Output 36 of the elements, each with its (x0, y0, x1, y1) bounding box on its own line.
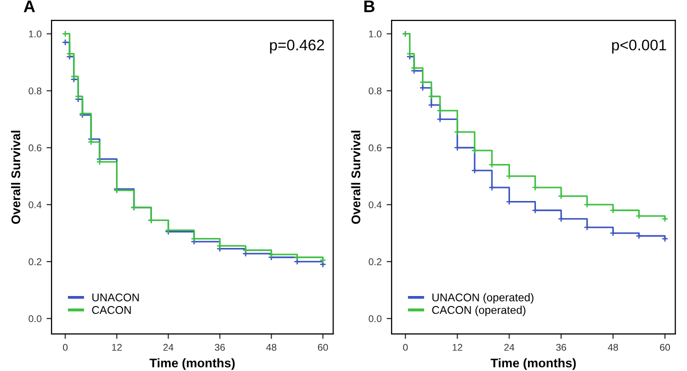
y-axis-title: Overall Survival (351, 130, 360, 224)
y-tick-label: 0.0 (368, 315, 382, 322)
legend-label: CACON (operated) (432, 306, 526, 316)
x-tick-label: 12 (452, 344, 462, 351)
y-tick-label: 1.0 (29, 30, 42, 38)
annotation: p<0.001 (612, 40, 666, 54)
legend-label: UNACON (operated) (432, 293, 534, 304)
x-tick-label: 24 (163, 344, 174, 351)
x-tick-label: 36 (556, 344, 566, 351)
x-tick-label: 48 (608, 344, 618, 351)
x-tick-label: 0 (62, 344, 68, 351)
y-tick-label: 0.2 (368, 258, 382, 266)
annotation: p=0.462 (270, 40, 324, 54)
y-tick-label: 0.2 (28, 258, 42, 266)
y-tick-label: 0.0 (28, 315, 42, 322)
x-tick-label: 12 (112, 344, 122, 351)
y-tick-label: 0.8 (368, 87, 382, 94)
y-tick-label: 0.8 (28, 87, 42, 94)
x-tick-label: 36 (214, 344, 225, 351)
x-tick-label: 24 (504, 344, 514, 351)
x-axis-title: Time (months) (490, 358, 576, 370)
y-axis-title: Overall Survival (11, 130, 20, 224)
y-tick-label: 1.0 (369, 30, 382, 38)
chart-title: B (364, 0, 374, 12)
x-tick-label: 60 (660, 344, 670, 351)
y-tick-label: 0.4 (368, 201, 382, 208)
y-tick-label: 0.6 (368, 144, 382, 152)
legend-label: UNACON (92, 293, 139, 302)
y-tick-label: 0.4 (28, 201, 42, 208)
y-tick-label: 0.6 (28, 144, 42, 152)
x-tick-label: 48 (266, 344, 276, 351)
x-axis-title: Time (months) (150, 358, 235, 370)
x-tick-label: 0 (403, 344, 408, 351)
legend-label: CACON (92, 306, 131, 314)
x-tick-label: 60 (318, 344, 328, 351)
chart-title: A (24, 0, 35, 12)
